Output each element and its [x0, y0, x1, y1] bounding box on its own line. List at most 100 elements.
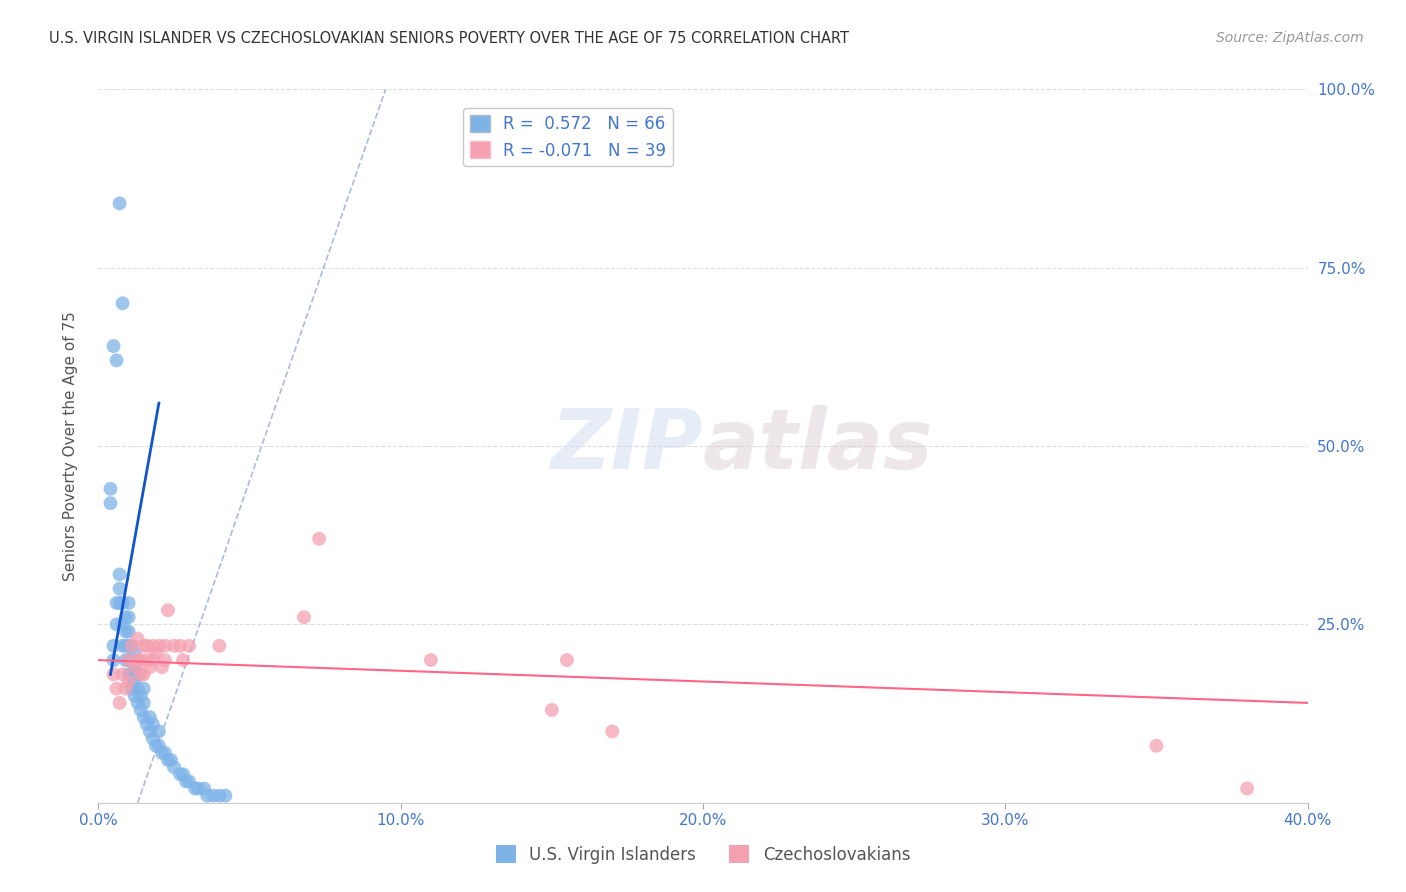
- Point: [132, 696, 155, 710]
- Point: [156, 753, 179, 767]
- Point: [555, 653, 578, 667]
- Point: [121, 639, 143, 653]
- Point: [105, 353, 128, 368]
- Point: [208, 789, 231, 803]
- Point: [139, 724, 162, 739]
- Point: [111, 617, 134, 632]
- Point: [124, 689, 146, 703]
- Point: [150, 660, 173, 674]
- Point: [114, 681, 136, 696]
- Point: [292, 610, 315, 624]
- Point: [602, 724, 624, 739]
- Point: [103, 667, 125, 681]
- Point: [184, 781, 207, 796]
- Point: [132, 667, 155, 681]
- Point: [172, 767, 194, 781]
- Point: [114, 639, 136, 653]
- Point: [1144, 739, 1167, 753]
- Point: [153, 653, 176, 667]
- Point: [195, 789, 218, 803]
- Point: [108, 567, 131, 582]
- Point: [135, 653, 157, 667]
- Legend: R =  0.572   N = 66, R = -0.071   N = 39: R = 0.572 N = 66, R = -0.071 N = 39: [464, 108, 673, 166]
- Point: [100, 482, 122, 496]
- Point: [132, 639, 155, 653]
- Point: [308, 532, 330, 546]
- Point: [148, 739, 170, 753]
- Point: [193, 781, 215, 796]
- Point: [153, 639, 176, 653]
- Point: [127, 681, 149, 696]
- Point: [118, 653, 141, 667]
- Point: [150, 746, 173, 760]
- Point: [174, 774, 197, 789]
- Point: [111, 667, 134, 681]
- Point: [108, 582, 131, 596]
- Point: [129, 653, 152, 667]
- Y-axis label: Seniors Poverty Over the Age of 75: Seniors Poverty Over the Age of 75: [63, 311, 77, 581]
- Point: [118, 610, 141, 624]
- Point: [103, 339, 125, 353]
- Point: [118, 667, 141, 681]
- Point: [105, 596, 128, 610]
- Point: [153, 746, 176, 760]
- Point: [172, 653, 194, 667]
- Point: [540, 703, 562, 717]
- Point: [139, 660, 162, 674]
- Point: [127, 696, 149, 710]
- Point: [127, 667, 149, 681]
- Point: [132, 710, 155, 724]
- Point: [118, 674, 141, 689]
- Point: [111, 296, 134, 310]
- Legend: U.S. Virgin Islanders, Czechoslovakians: U.S. Virgin Islanders, Czechoslovakians: [489, 838, 917, 871]
- Point: [127, 653, 149, 667]
- Point: [132, 681, 155, 696]
- Point: [108, 696, 131, 710]
- Point: [124, 660, 146, 674]
- Point: [108, 196, 131, 211]
- Point: [114, 624, 136, 639]
- Point: [114, 610, 136, 624]
- Point: [129, 689, 152, 703]
- Point: [121, 667, 143, 681]
- Point: [163, 639, 186, 653]
- Point: [105, 617, 128, 632]
- Text: ZIP: ZIP: [550, 406, 703, 486]
- Text: U.S. VIRGIN ISLANDER VS CZECHOSLOVAKIAN SENIORS POVERTY OVER THE AGE OF 75 CORRE: U.S. VIRGIN ISLANDER VS CZECHOSLOVAKIAN …: [49, 31, 849, 46]
- Point: [148, 724, 170, 739]
- Point: [142, 717, 165, 731]
- Point: [118, 596, 141, 610]
- Point: [105, 681, 128, 696]
- Point: [148, 639, 170, 653]
- Point: [420, 653, 443, 667]
- Point: [118, 653, 141, 667]
- Point: [179, 639, 201, 653]
- Text: Source: ZipAtlas.com: Source: ZipAtlas.com: [1216, 31, 1364, 45]
- Point: [160, 753, 183, 767]
- Point: [187, 781, 209, 796]
- Point: [100, 496, 122, 510]
- Point: [135, 639, 157, 653]
- Point: [156, 603, 179, 617]
- Point: [121, 639, 143, 653]
- Point: [145, 739, 167, 753]
- Point: [142, 653, 165, 667]
- Point: [1236, 781, 1258, 796]
- Point: [129, 667, 152, 681]
- Point: [111, 596, 134, 610]
- Point: [124, 674, 146, 689]
- Point: [103, 653, 125, 667]
- Point: [108, 596, 131, 610]
- Point: [169, 639, 191, 653]
- Point: [124, 660, 146, 674]
- Point: [214, 789, 236, 803]
- Point: [118, 639, 141, 653]
- Point: [111, 639, 134, 653]
- Point: [163, 760, 186, 774]
- Point: [142, 639, 165, 653]
- Point: [129, 703, 152, 717]
- Point: [121, 681, 143, 696]
- Point: [124, 646, 146, 660]
- Point: [202, 789, 225, 803]
- Point: [169, 767, 191, 781]
